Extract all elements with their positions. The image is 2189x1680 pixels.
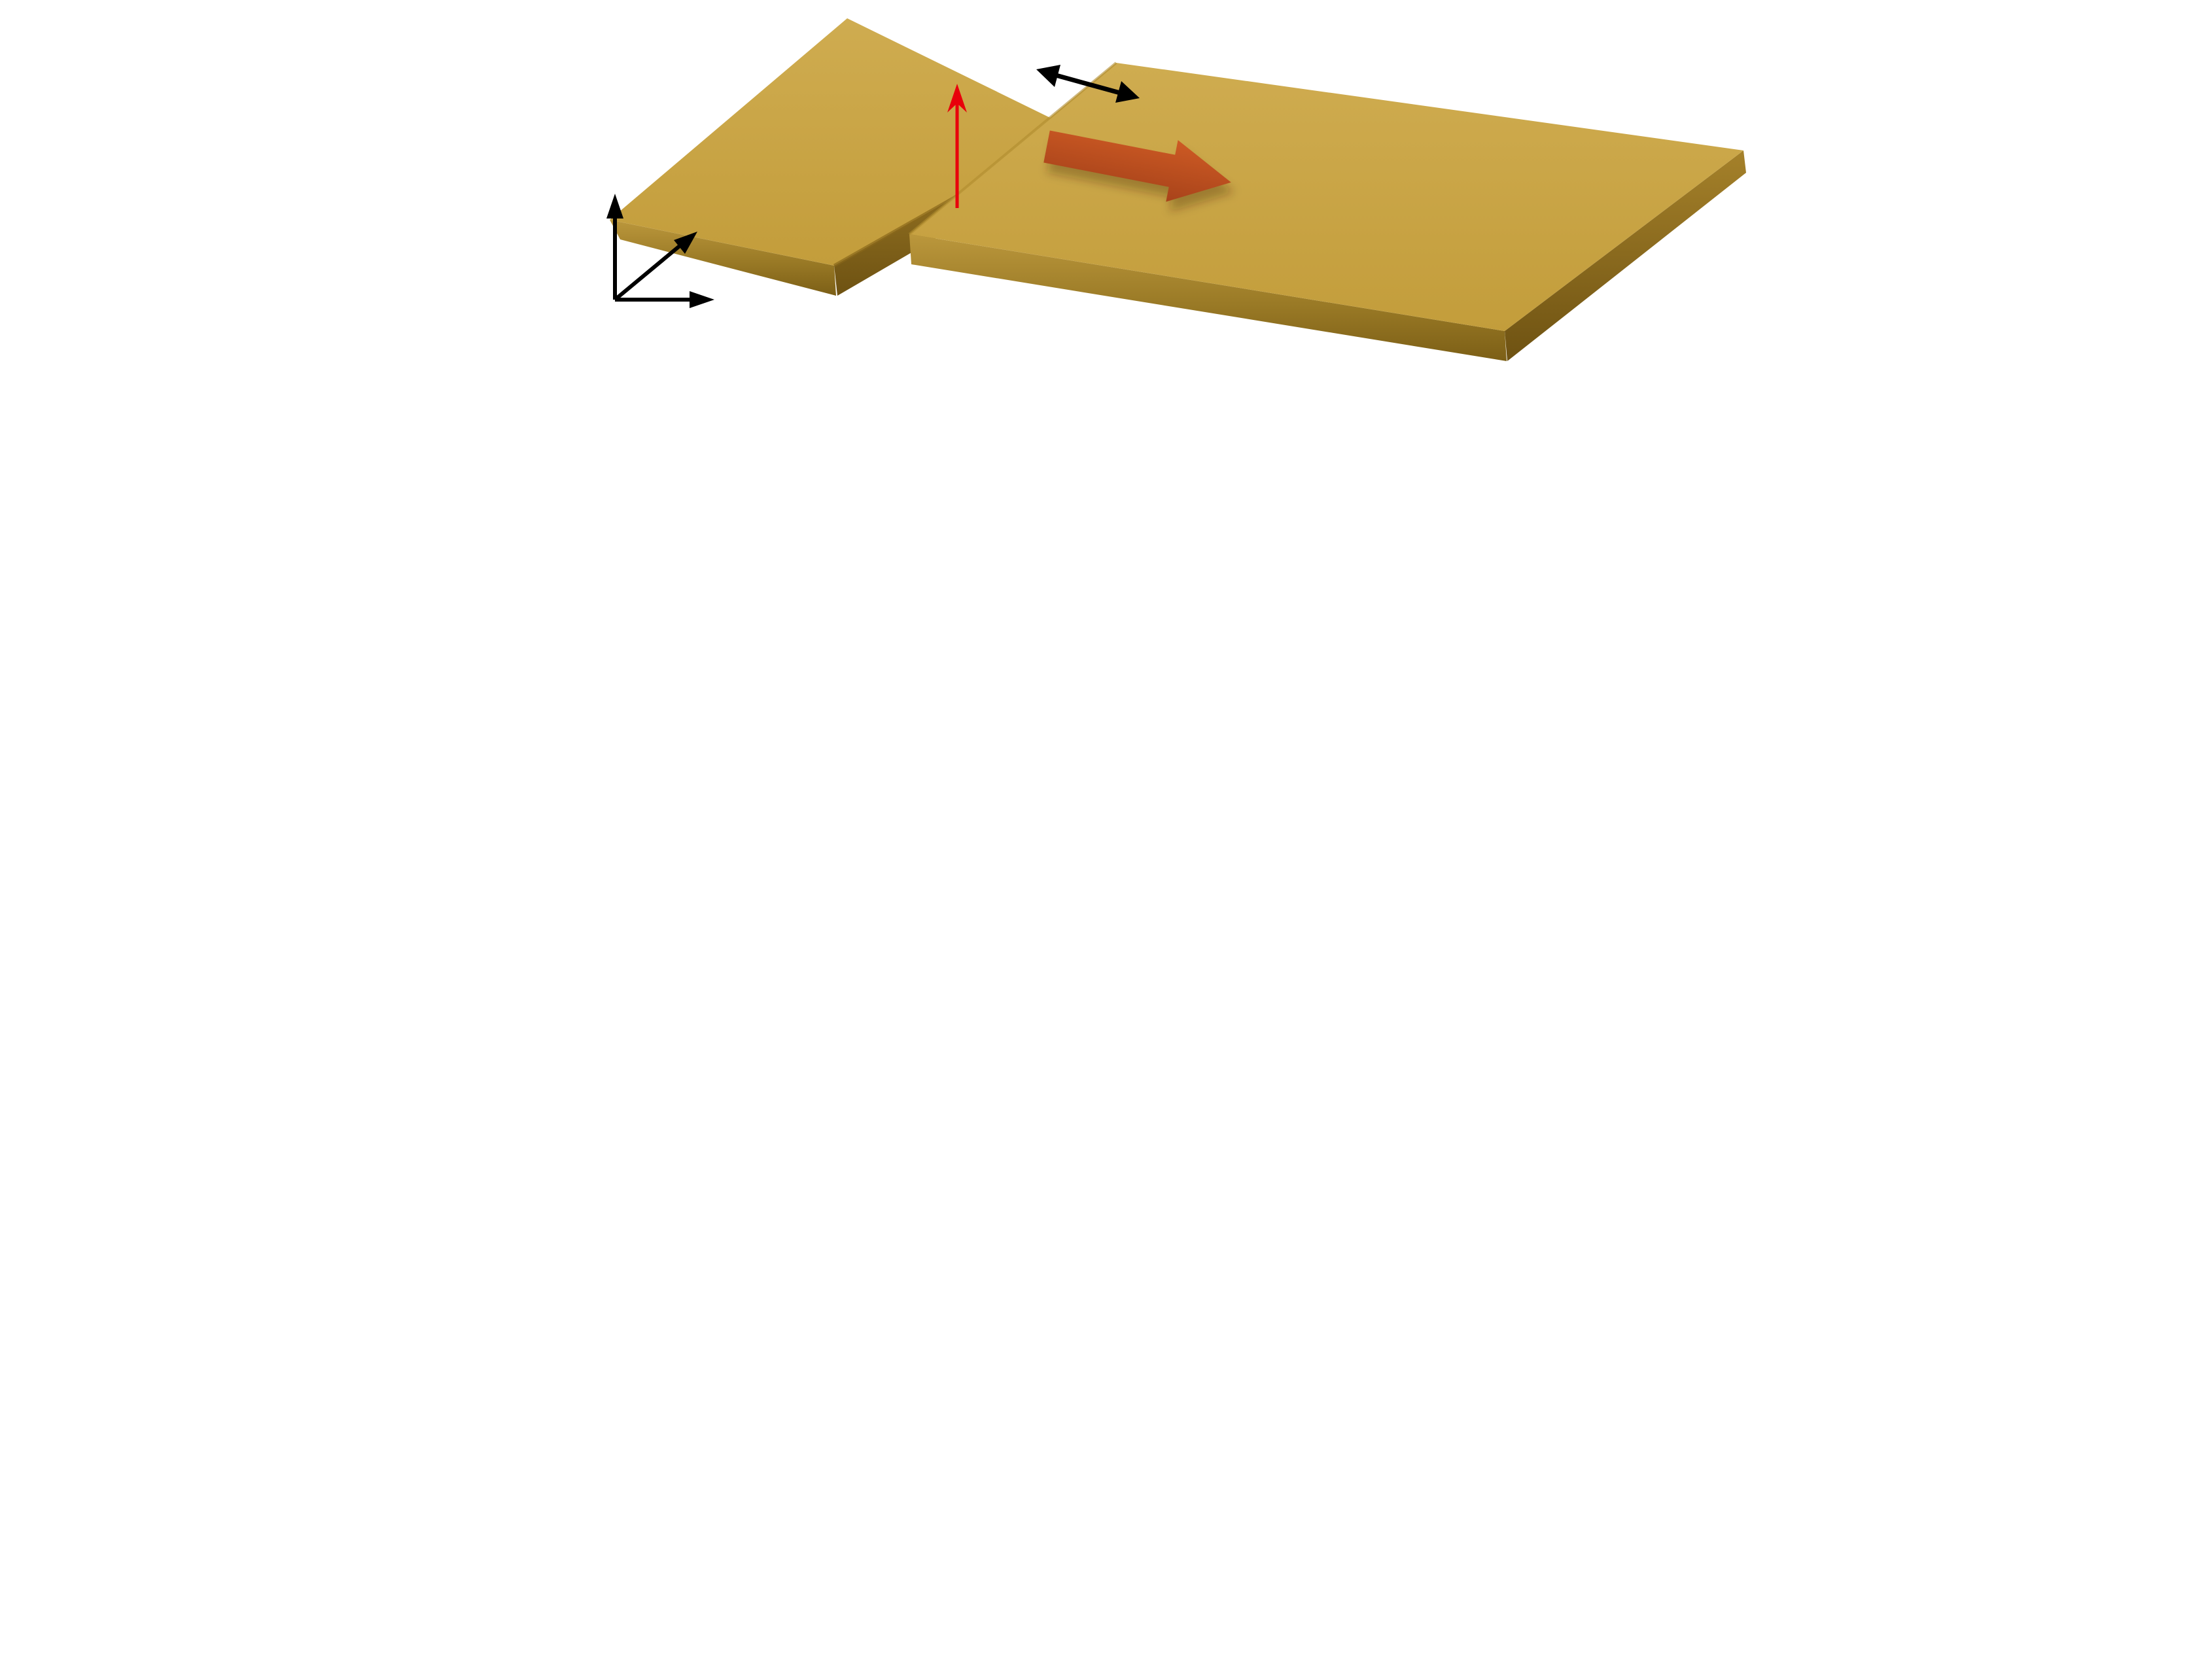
gap-width-arrow: [1036, 65, 1140, 103]
gold-plate-left-bevel-front: [610, 220, 836, 296]
gold-plate-right-bevel-front: [909, 234, 1507, 361]
laser-up-arrow: [947, 84, 967, 208]
spp-arrow: [1043, 130, 1235, 212]
spp-arrow-body: [1043, 130, 1231, 202]
gold-plate-right-bevel-side: [1505, 150, 1746, 361]
gold-plate-right: [908, 61, 1746, 361]
schematic-panel-a: [606, 18, 1746, 361]
gold-plate-right-top: [909, 63, 1743, 331]
gold-plate-right-gap-crease: [908, 61, 1117, 236]
axes-triad: [606, 194, 714, 308]
gold-plate-left-top: [610, 18, 1074, 266]
